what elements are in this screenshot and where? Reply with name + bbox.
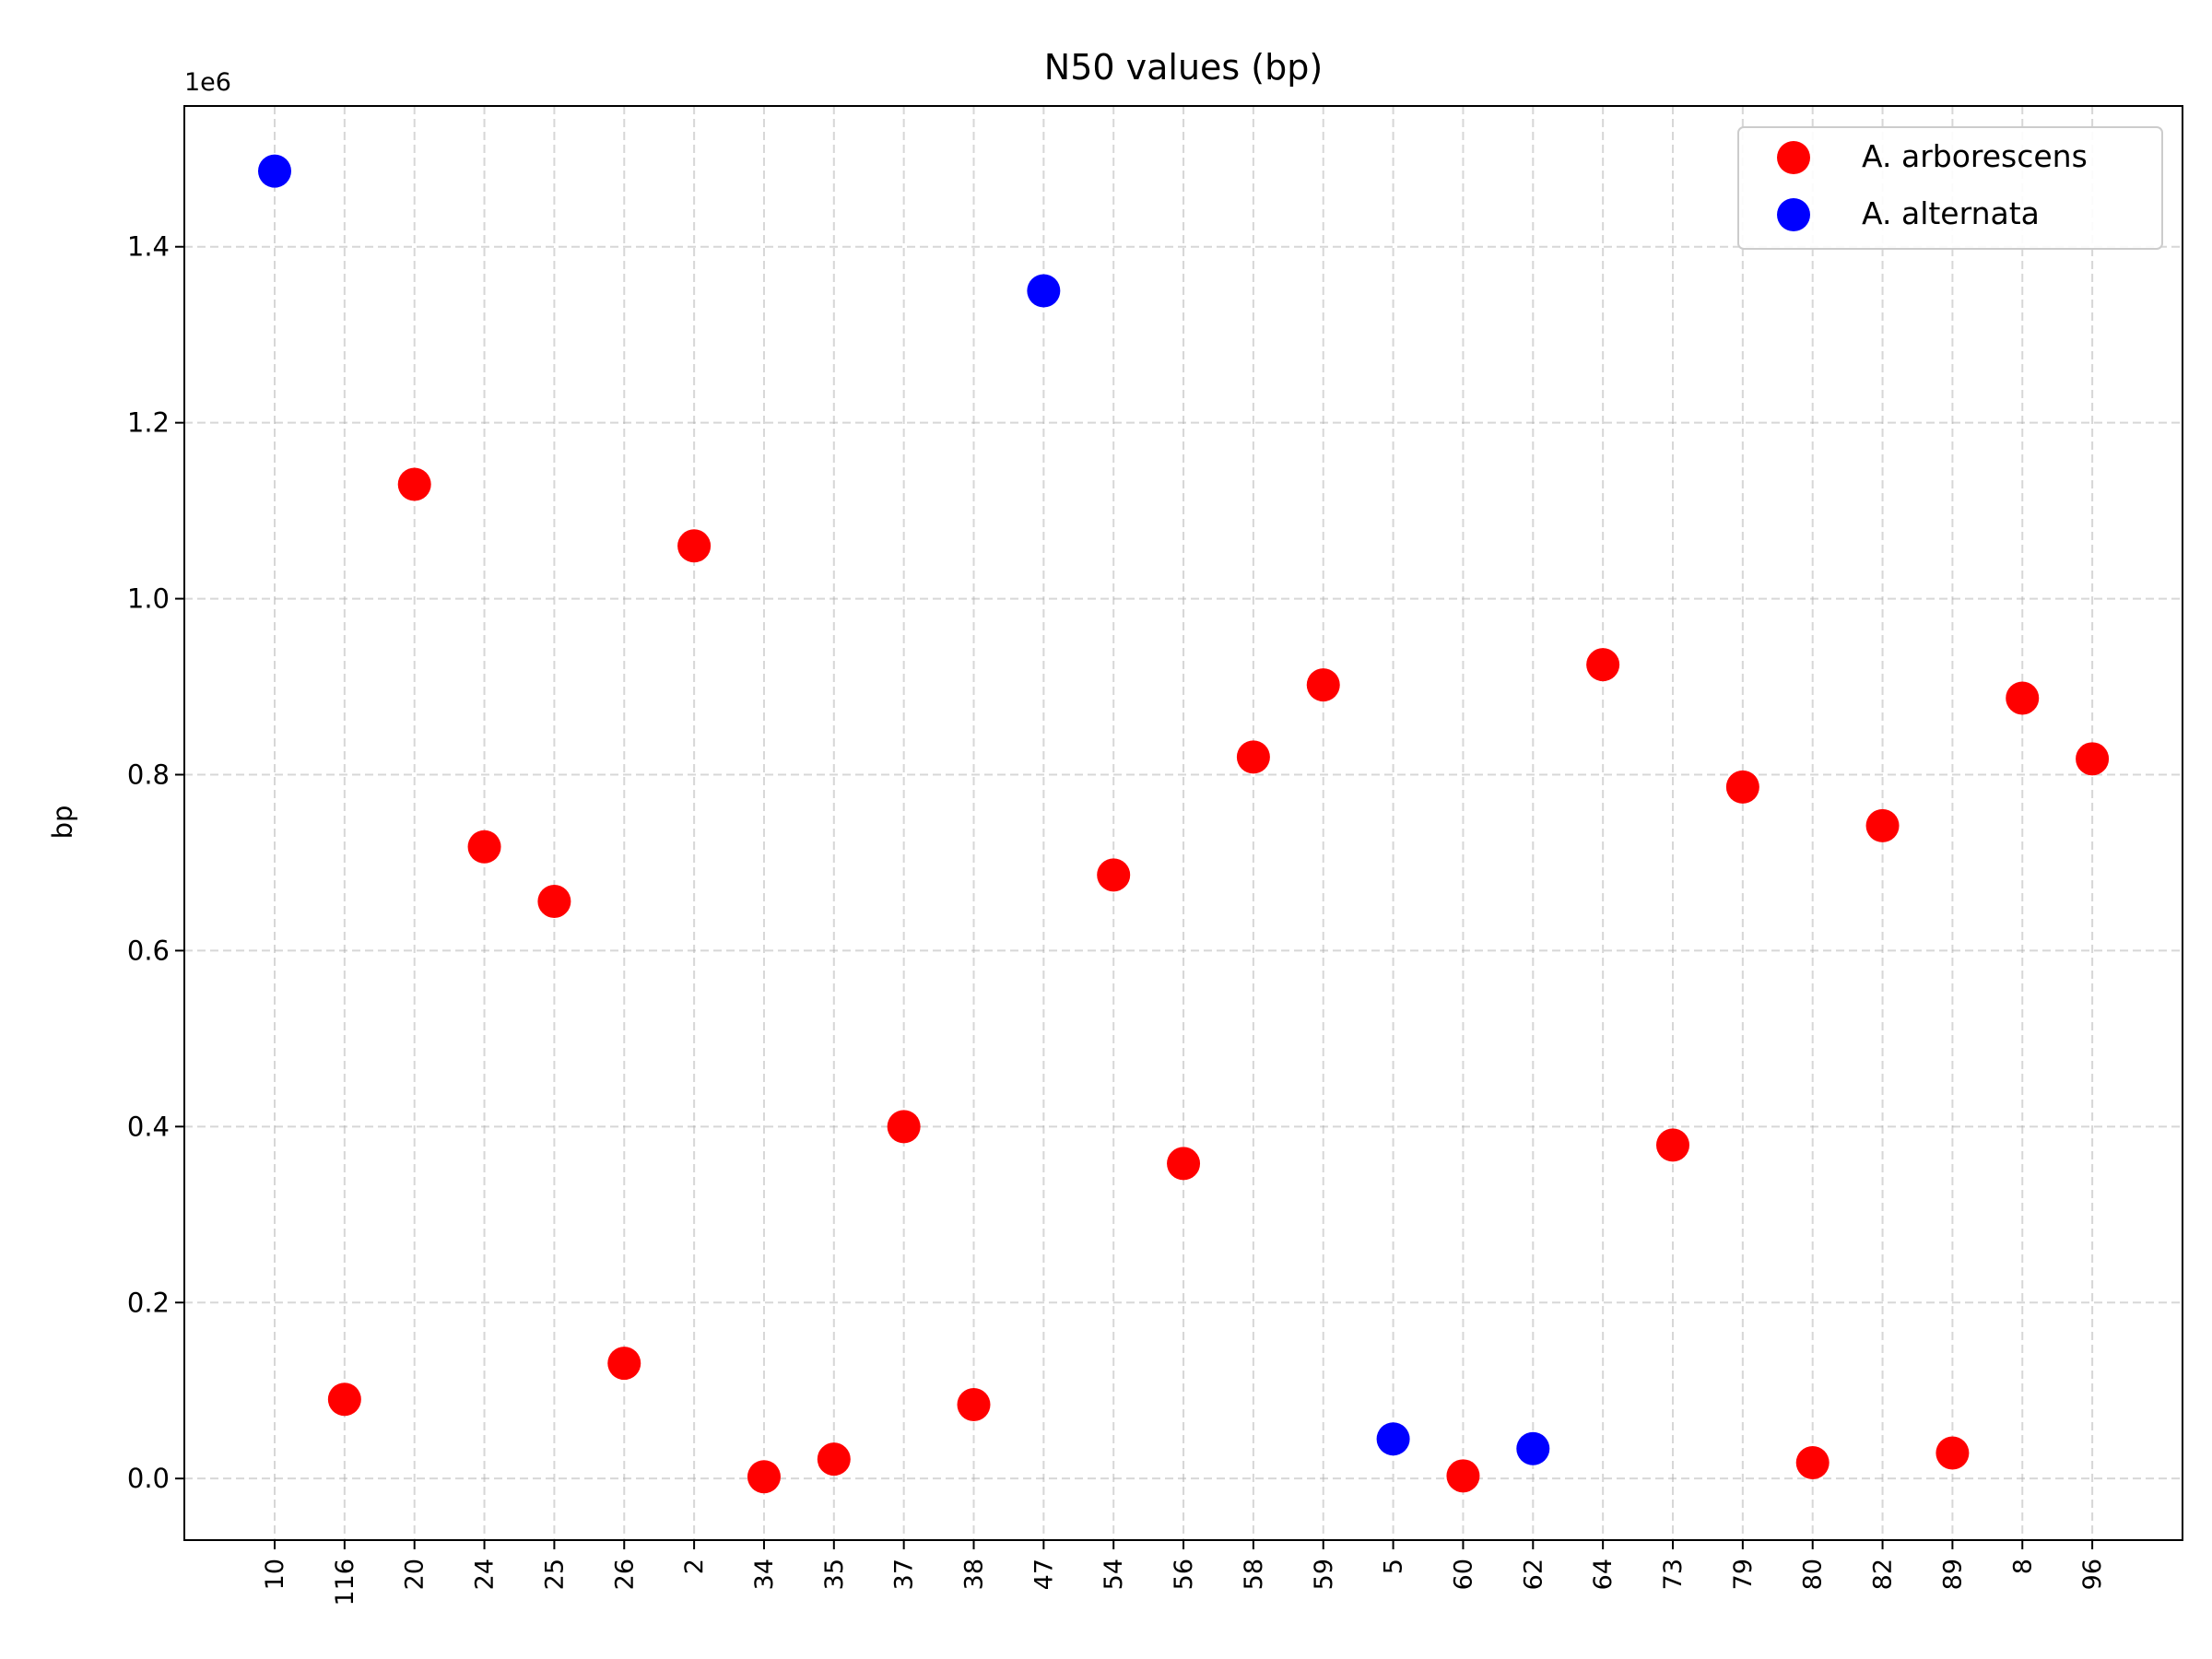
point-aarborescens-73: [1656, 1128, 1689, 1162]
point-aarborescens-35: [817, 1442, 851, 1477]
legend-label-arborescens: A. arborescens: [1862, 138, 2088, 174]
x-tick-label: 34: [750, 1559, 779, 1590]
y-tick-label: 0.8: [127, 759, 170, 790]
y-tick-label: 1.4: [127, 231, 170, 263]
x-tick-label: 59: [1310, 1559, 1338, 1590]
x-tick-label: 96: [2078, 1559, 2107, 1590]
point-aarborescens-54: [1097, 858, 1131, 892]
point-aalternata-10: [258, 154, 291, 188]
x-tick-label: 54: [1100, 1559, 1128, 1590]
x-tick-label: 20: [401, 1559, 429, 1590]
x-tick-label: 80: [1799, 1559, 1828, 1590]
point-aarborescens-38: [957, 1387, 991, 1421]
legend: A. arborescens A. alternata: [1737, 126, 2163, 250]
point-aarborescens-56: [1167, 1147, 1201, 1181]
plot-frame: [183, 105, 2183, 1541]
point-aalternata-5: [1376, 1422, 1410, 1456]
x-tick-label: 5: [1380, 1559, 1408, 1574]
point-aarborescens-24: [467, 830, 501, 864]
x-tick-label: 2: [680, 1559, 709, 1574]
point-aalternata-47: [1027, 274, 1061, 308]
point-aarborescens-80: [1795, 1445, 1830, 1479]
point-aarborescens-8: [2006, 681, 2040, 715]
point-aarborescens-82: [1865, 808, 1900, 842]
point-aarborescens-60: [1446, 1459, 1480, 1493]
point-aarborescens-20: [397, 467, 431, 501]
x-tick-label: 35: [820, 1559, 849, 1590]
x-tick-label: 79: [1729, 1559, 1758, 1590]
point-aarborescens-79: [1725, 770, 1759, 804]
x-tick-label: 64: [1589, 1559, 1618, 1590]
point-aarborescens-37: [887, 1110, 921, 1144]
grid: [184, 106, 2183, 1540]
point-aarborescens-26: [607, 1347, 641, 1381]
legend-marker-arborescens: [1777, 141, 1810, 174]
point-aarborescens-34: [747, 1460, 781, 1494]
x-tick-label: 10: [261, 1559, 289, 1590]
x-tick-label: 47: [1030, 1559, 1058, 1590]
point-aarborescens-2: [677, 529, 712, 563]
point-aarborescens-96: [2076, 742, 2110, 776]
x-tick-label: 116: [331, 1559, 359, 1606]
y-axis-label: bp: [47, 806, 78, 840]
y-tick-label: 0.6: [127, 935, 170, 966]
x-tick-label: 62: [1519, 1559, 1547, 1590]
y-offset-label: 1e6: [184, 68, 231, 97]
x-tick-label: 38: [960, 1559, 989, 1590]
y-tick-label: 0.2: [127, 1287, 170, 1318]
legend-frame: [1737, 126, 2163, 250]
x-tick-label: 37: [890, 1559, 919, 1590]
point-aarborescens-64: [1586, 648, 1620, 682]
data-points: [258, 154, 2110, 1494]
x-tick-label: 25: [540, 1559, 569, 1590]
x-tick-label: 24: [471, 1559, 500, 1590]
y-tick-label: 0.4: [127, 1111, 170, 1142]
point-aarborescens-59: [1306, 668, 1340, 702]
y-tick-label: 1.0: [127, 583, 170, 615]
x-tick-label: 26: [610, 1559, 639, 1590]
x-tick-label: 89: [1938, 1559, 1967, 1590]
legend-marker-alternata: [1777, 198, 1810, 231]
point-aarborescens-89: [1936, 1436, 1970, 1470]
x-tick-label: 82: [1869, 1559, 1898, 1590]
x-tick-label: 58: [1240, 1559, 1268, 1590]
x-tick-label: 73: [1659, 1559, 1688, 1590]
legend-label-alternata: A. alternata: [1862, 195, 2040, 231]
x-tick-label: 60: [1449, 1559, 1477, 1590]
axis-ticks: 10 116 20 24 25 26 2 34 35 37 38 47 54 56 58 59 5 60 62 64 7…: [127, 231, 2107, 1606]
point-aarborescens-116: [327, 1382, 361, 1417]
y-tick-label: 0.0: [127, 1463, 170, 1494]
x-tick-label: 56: [1170, 1559, 1198, 1590]
point-aarborescens-58: [1236, 740, 1270, 774]
point-aarborescens-25: [537, 884, 571, 918]
x-tick-label: 8: [2008, 1559, 2037, 1574]
point-aalternata-62: [1516, 1431, 1550, 1465]
y-tick-label: 1.2: [127, 407, 170, 439]
chart-title: N50 values (bp): [1044, 47, 1323, 88]
